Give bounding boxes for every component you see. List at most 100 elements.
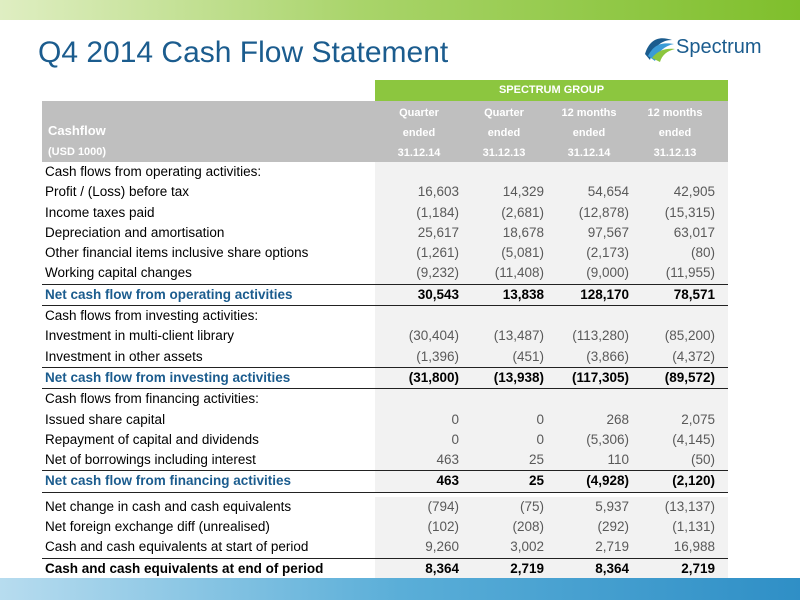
column-header-line2: ended [402,127,436,139]
row-value-col3: 2,719 [595,539,629,555]
row-value-col1: (794) [427,498,459,514]
logo-text: Spectrum [676,36,762,58]
row-header-main: Cashflow [48,123,106,138]
row-value-col3: (5,306) [586,431,629,447]
table-row: Investment in other assets (1,396) (451) (3… [42,346,728,367]
column-header-date: 31.12.14 [567,147,611,159]
column-header-line2: ended [487,127,521,139]
row-value-col4: (80) [690,245,715,261]
row-value-col3: 5,937 [595,498,629,514]
page-title: Q4 2014 Cash Flow Statement [38,36,449,69]
row-value-col4: 63,017 [673,224,715,240]
row-value-col4: (1,131) [672,519,715,535]
column-header-band: Cashflow (USD 1000) Quarter ended 31.12.… [42,101,728,162]
table-row: Issued share capital 0 0 268 2,075 [42,409,728,430]
column-header-line1: Quarter [399,107,439,119]
row-label: Cash and cash equivalents at start of pe… [45,539,309,555]
row-value-col2: (5,081) [501,245,544,261]
row-value-col2: (11,408) [494,265,544,281]
table-row: Income taxes paid (1,184) (2,681) (12,878) (… [42,202,728,223]
spectrum-wave-icon [645,38,675,62]
row-value-col2: 0 [536,431,544,447]
row-value-col4: 42,905 [673,184,715,200]
value-shading [375,346,728,367]
row-value-col4: (50) [690,452,715,468]
value-shading [375,517,728,538]
table-row: Net foreign exchange diff (unrealised) (1… [42,517,728,538]
total-row: Net cash flow from financing activities 4… [42,470,728,493]
row-value-col2: 25 [528,473,544,489]
row-value-col4: 16,988 [673,539,715,555]
value-shading [375,558,728,579]
row-value-col4: (2,120) [672,473,715,489]
row-value-col2: 2,719 [510,560,544,576]
row-value-col2: (451) [512,348,544,364]
row-value-col3: (117,305) [571,369,629,385]
row-value-col3: 54,654 [587,184,629,200]
row-label: Net cash flow from operating activities [45,286,293,302]
row-value-col3: (3,866) [586,348,629,364]
final-total-row: Cash and cash equivalents at end of peri… [42,557,728,580]
value-shading [375,326,728,347]
table-row: Repayment of capital and dividends 0 0 (5,3… [42,429,728,451]
column-header-date: 31.12.14 [397,147,441,159]
row-value-col3: (292) [597,519,629,535]
value-shading [375,263,728,284]
section-header-row: Cash flows from operating activities: [42,162,728,183]
row-value-col1: (102) [427,519,459,535]
table-row: Depreciation and amortisation 25,617 18,67… [42,222,728,244]
row-label: Net change in cash and cash equivalents [45,498,292,514]
row-value-col4: 78,571 [673,286,715,302]
table-row: Net of borrowings including interest 463 2… [42,450,728,471]
value-shading [375,450,728,471]
value-shading [375,409,728,430]
row-value-col4: (85,200) [664,328,715,344]
row-value-col3: 128,170 [580,286,629,302]
row-label: Profit / (Loss) before tax [45,184,190,200]
row-value-col2: 0 [536,411,544,427]
row-value-col3: 268 [606,411,629,427]
table-row: Investment in multi-client library (30,40… [42,326,728,347]
logo: Spectrum [642,30,792,70]
column-header-line1: Quarter [484,107,524,119]
row-value-col1: (31,800) [408,369,459,385]
row-label: Cash flows from operating activities: [45,164,262,179]
row-label: Depreciation and amortisation [45,224,225,240]
row-value-col4: (11,955) [665,265,715,281]
row-value-col4: (89,572) [664,369,715,385]
group-header: SPECTRUM GROUP [375,80,728,101]
column-header-date: 31.12.13 [482,147,526,159]
column-header-2: Quarter ended 31.12.13 [460,103,548,163]
row-label: Issued share capital [45,411,166,427]
row-value-col3: (4,928) [586,473,629,489]
top-decorative-band [0,0,800,20]
value-shading [375,537,728,558]
row-value-col1: 8,364 [425,560,459,576]
row-label: Cash flows from investing activities: [45,308,259,324]
row-value-col2: 3,002 [510,539,544,555]
row-label: Other financial items inclusive share op… [45,245,309,261]
column-header-4: 12 months ended 31.12.13 [631,103,719,163]
table-row: Cash and cash equivalents at start of pe… [42,537,728,558]
value-shading [375,284,728,306]
column-header-line1: 12 months [647,107,703,119]
row-value-col1: (30,404) [408,328,459,344]
value-shading [375,182,728,203]
cash-flow-table: Cash flows from operating activities: Pro… [42,162,728,580]
total-row: Net cash flow from investing activities (… [42,366,728,390]
row-value-col2: (2,681) [501,204,544,220]
row-value-col3: (9,000) [586,265,629,281]
row-value-col4: (13,137) [664,498,715,514]
row-label: Repayment of capital and dividends [45,431,259,447]
section-header-row: Cash flows from financing activities: [42,389,728,410]
row-value-col4: (15,315) [664,204,715,220]
bottom-decorative-band [0,578,800,600]
table-row: Profit / (Loss) before tax 16,603 14,329 54… [42,182,728,203]
row-value-col2: 25 [528,452,544,468]
row-value-col4: 2,075 [681,411,715,427]
row-value-col2: (13,487) [493,328,544,344]
row-value-col1: 463 [436,452,459,468]
row-label: Cash and cash equivalents at end of peri… [45,560,324,576]
table-row: Other financial items inclusive share op… [42,243,728,264]
value-shading [375,222,728,244]
